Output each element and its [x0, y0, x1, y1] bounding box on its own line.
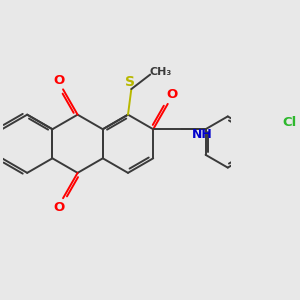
Text: O: O — [53, 74, 64, 87]
Text: S: S — [125, 75, 136, 88]
Text: O: O — [166, 88, 178, 101]
Text: Cl: Cl — [282, 116, 296, 128]
Text: NH: NH — [191, 128, 212, 141]
Text: CH₃: CH₃ — [149, 68, 172, 77]
Text: O: O — [53, 201, 64, 214]
